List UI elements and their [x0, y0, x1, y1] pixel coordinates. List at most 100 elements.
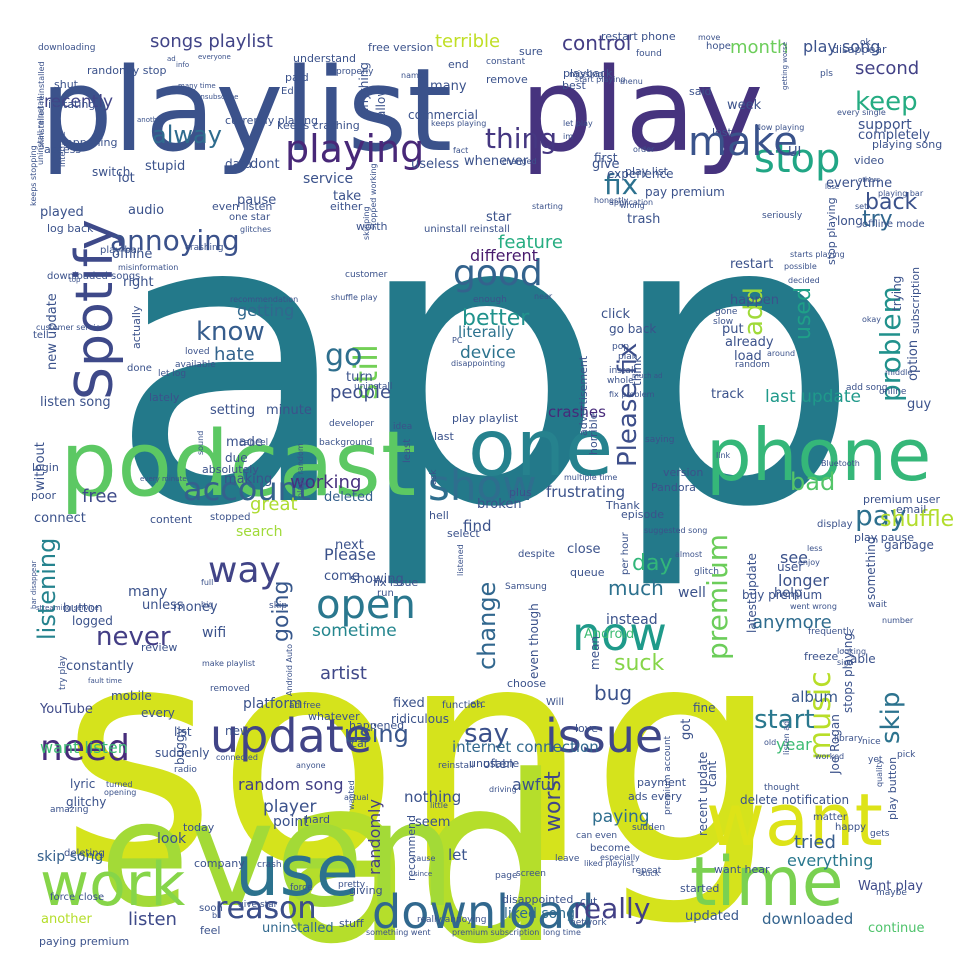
word-use: use — [235, 830, 359, 912]
word-skip-song: skip song — [37, 849, 103, 865]
word-quality: quality — [875, 759, 884, 787]
word-every-single: every single — [837, 108, 886, 117]
word-info: info — [176, 61, 189, 69]
word-episode: episode — [621, 508, 664, 521]
word-every: every — [141, 706, 175, 720]
word-restart-phone: restart phone — [601, 30, 676, 43]
word-misinformation: misinformation — [118, 263, 178, 272]
word-skip: skip — [269, 601, 287, 611]
word-internet-connection: internet connection — [452, 738, 599, 756]
word-lately: lately — [149, 391, 180, 404]
word-stops-playing: stops playing — [841, 633, 855, 713]
word-back: back — [865, 190, 918, 215]
word-play-song: play song — [803, 37, 880, 56]
word-downloaded: downloaded — [762, 910, 853, 928]
word-second: second — [855, 58, 919, 79]
word-repeat: repeat — [632, 866, 662, 876]
word-whole: whole — [607, 376, 634, 386]
word-recently: recently — [44, 92, 113, 112]
word-worth: worth — [356, 220, 388, 233]
word-suddenly: suddenly — [155, 746, 210, 760]
word-cancel: cancel — [239, 438, 268, 448]
word-everything: everything — [787, 851, 873, 870]
word-next: next — [335, 538, 364, 553]
word-feature: feature — [498, 232, 563, 253]
word-starts-playing: starts playing — [790, 250, 845, 259]
word-dont: dont — [250, 157, 280, 172]
word-went-wrong: went wrong — [790, 602, 837, 611]
word-payment: payment — [637, 776, 687, 789]
word-happy: happy — [835, 822, 866, 833]
word-getting: getting — [237, 301, 294, 320]
word-time: time — [690, 843, 844, 922]
word-liked-song: liked song — [504, 906, 575, 922]
word-problem: problem — [874, 286, 907, 402]
word-ridiculous: ridiculous — [391, 712, 449, 726]
word-device: device — [460, 343, 516, 363]
word-bar-disappear: bar disappear — [30, 560, 38, 609]
word-play-list: play list — [625, 165, 669, 178]
word-another: another — [137, 116, 164, 124]
word-guy: guy — [907, 397, 931, 412]
word-play-bar: play bar — [100, 245, 142, 256]
word-top: top — [69, 276, 81, 284]
word-try-play: try play — [58, 655, 68, 690]
word-load: load — [734, 349, 762, 364]
word-able: able — [850, 652, 876, 666]
word-streaming-service: streaming service — [36, 604, 99, 612]
word-online: online — [879, 387, 907, 397]
word-absolutely: absolutely — [202, 463, 259, 476]
word-randomly-stop: randomly stop — [87, 64, 166, 77]
word-go-back: go back — [609, 322, 656, 336]
word-thing: thing — [485, 122, 557, 155]
word-ad: ad — [275, 728, 562, 966]
word-number: number — [882, 616, 914, 625]
word-latest-update: latest update — [745, 553, 759, 633]
word-plays-random: plays random — [296, 443, 305, 498]
word-button: button — [63, 601, 103, 615]
word-changed: changed — [502, 157, 537, 166]
word-offline: offline — [112, 247, 152, 262]
word-never: never — [96, 622, 171, 652]
word-little: little — [430, 801, 448, 810]
word-removed: removed — [210, 684, 250, 694]
word-display: display — [817, 519, 853, 530]
word-crashing: crashing — [185, 243, 223, 253]
word-keeps-crashing: keeps crashing — [277, 119, 360, 132]
word-phone: phone — [706, 413, 931, 497]
word-without: without — [33, 442, 48, 491]
word-bug: bug — [594, 681, 632, 705]
word-long-time: long time — [543, 928, 581, 937]
word-keeps-playing: keeps playing — [431, 119, 486, 128]
word-playing: playing — [285, 127, 424, 171]
word-play-pause: play pause — [854, 531, 914, 544]
word-become: become — [590, 843, 630, 854]
word-great: great — [250, 494, 298, 515]
word-issue: issue — [545, 709, 663, 763]
word-queue: queue — [570, 566, 605, 579]
word-fine: fine — [693, 701, 716, 715]
word-radio: radio — [174, 765, 197, 775]
word-listen-song: listen song — [40, 395, 111, 410]
word-download: download — [372, 885, 594, 939]
word-suggested-song: suggested song — [644, 526, 707, 535]
word-paying-premium: paying premium — [39, 935, 129, 948]
word-crash: crash — [257, 860, 282, 870]
word-still: still — [347, 344, 385, 400]
word-control: control — [562, 31, 631, 55]
word-free-version: free version — [368, 41, 434, 54]
word-commercial: commercial — [408, 108, 478, 122]
word-playlist: playlist — [40, 44, 452, 178]
word-first: first — [594, 151, 618, 165]
word-idea: idea — [393, 422, 412, 432]
word-driving: driving — [489, 785, 517, 794]
word-much-ad: much ad — [632, 372, 663, 380]
word-move: move — [698, 33, 720, 42]
word-lyric: lyric — [70, 777, 95, 791]
word-fault-time: fault time — [88, 677, 122, 685]
word-randomly: randomly — [365, 799, 384, 875]
word-making: making — [224, 472, 272, 487]
word-due: due — [225, 451, 248, 465]
word-gets: gets — [870, 829, 890, 839]
word-plan: plan — [618, 352, 637, 362]
